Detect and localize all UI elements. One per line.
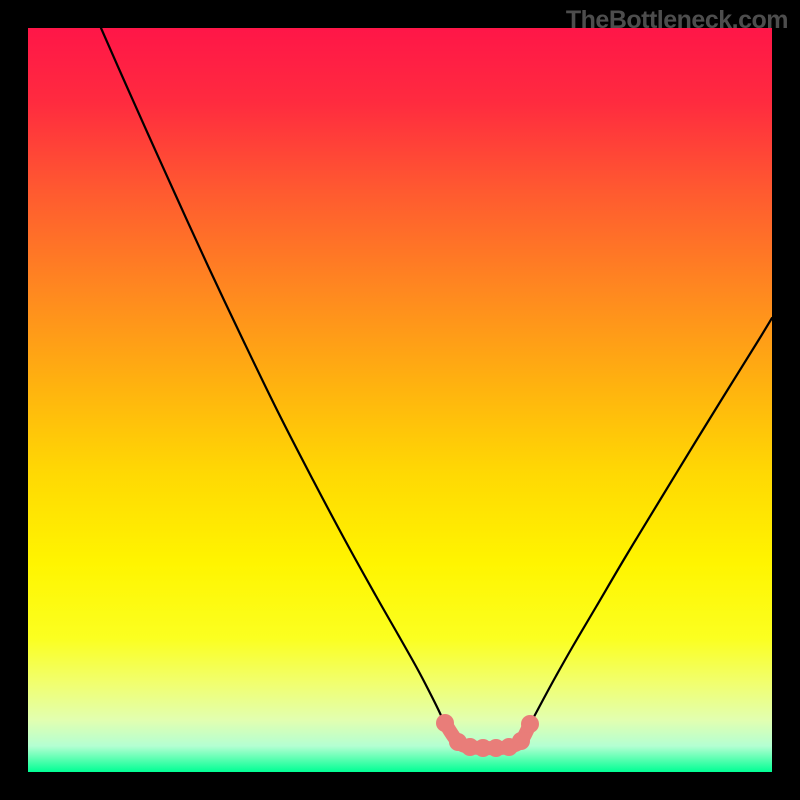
chart-svg <box>28 28 772 772</box>
gradient-background <box>28 28 772 772</box>
watermark-label: TheBottleneck.com <box>566 6 788 35</box>
marker-point <box>512 732 530 750</box>
marker-point <box>521 715 539 733</box>
marker-point <box>436 714 454 732</box>
bottleneck-chart <box>28 28 772 772</box>
